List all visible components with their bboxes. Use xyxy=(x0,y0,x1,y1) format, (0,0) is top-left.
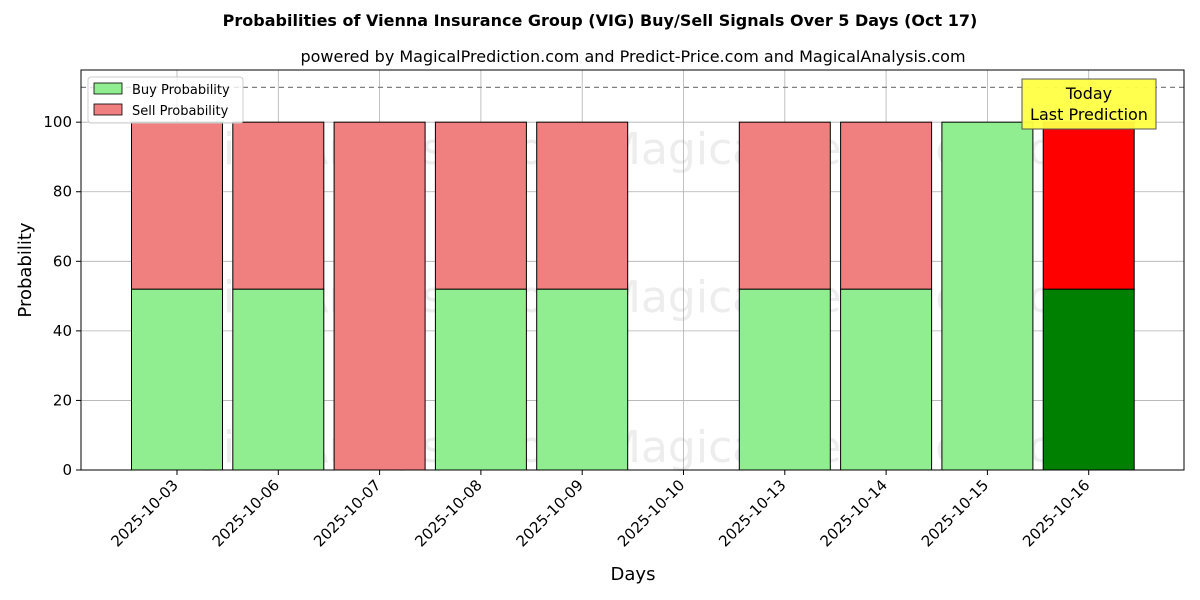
x-axis-label: Days xyxy=(611,564,656,585)
y-tick-label: 60 xyxy=(53,252,72,270)
bar-buy-2025-10-03 xyxy=(131,288,223,471)
annotation-line-1: Today xyxy=(1065,84,1112,103)
y-axis-label: Probability xyxy=(15,222,36,317)
bar-buy-2025-10-08 xyxy=(434,288,527,471)
y-tick-label: 20 xyxy=(53,391,72,409)
x-tick-label: 2025-10-10 xyxy=(614,476,688,550)
bar-sell-2025-10-09 xyxy=(536,121,629,290)
y-tick-label: 40 xyxy=(53,322,72,340)
bar-buy-2025-10-09 xyxy=(536,288,629,471)
bar-sell-2025-10-08 xyxy=(434,121,527,290)
bar-buy-2025-10-06 xyxy=(232,288,325,471)
legend-label-sell: Sell Probability xyxy=(132,104,229,119)
y-axis: 0 20 40 60 80 100 xyxy=(43,113,81,479)
chart-subtitle: powered by MagicalPrediction.com and Pre… xyxy=(300,47,965,66)
bar-sell-2025-10-13 xyxy=(738,121,831,290)
legend-label-buy: Buy Probability xyxy=(132,83,230,98)
y-tick-label: 80 xyxy=(53,183,72,201)
y-tick-label: 0 xyxy=(62,461,72,479)
annotation-line-2: Last Prediction xyxy=(1030,105,1148,124)
bar-sell-2025-10-14 xyxy=(840,121,933,290)
x-tick-label: 2025-10-09 xyxy=(513,476,587,550)
chart-title: Probabilities of Vienna Insurance Group … xyxy=(223,11,978,30)
x-tick-label: 2025-10-08 xyxy=(411,476,485,550)
bar-sell-2025-10-07 xyxy=(333,121,426,471)
x-tick-label: 2025-10-15 xyxy=(918,476,992,550)
x-tick-label: 2025-10-03 xyxy=(107,476,181,550)
x-tick-label: 2025-10-06 xyxy=(209,476,283,550)
x-tick-label: 2025-10-16 xyxy=(1019,476,1093,550)
x-tick-label: 2025-10-07 xyxy=(310,476,384,550)
bar-buy-2025-10-15 xyxy=(941,121,1034,471)
legend-swatch-sell xyxy=(93,103,123,116)
bar-sell-2025-10-16 xyxy=(1042,121,1135,290)
bars xyxy=(131,121,1135,471)
annotation-box xyxy=(1021,78,1157,130)
bar-buy-2025-10-14 xyxy=(840,288,933,471)
bar-buy-2025-10-16 xyxy=(1042,288,1135,471)
bar-buy-2025-10-13 xyxy=(738,288,831,471)
today-annotation: Today Last Prediction xyxy=(1021,78,1157,130)
x-tick-label: 2025-10-14 xyxy=(817,476,891,550)
bar-sell-2025-10-03 xyxy=(131,121,223,290)
legend-swatch-buy xyxy=(93,82,123,95)
y-tick-label: 100 xyxy=(43,113,72,131)
x-axis: 2025-10-03 2025-10-06 2025-10-07 2025-10-08… xyxy=(107,470,1094,550)
legend-frame xyxy=(87,76,244,124)
legend: Buy Probability Sell Probability xyxy=(87,76,244,124)
bar-sell-2025-10-06 xyxy=(232,121,325,290)
plot-frame xyxy=(80,69,1185,471)
x-tick-label: 2025-10-13 xyxy=(715,476,789,550)
